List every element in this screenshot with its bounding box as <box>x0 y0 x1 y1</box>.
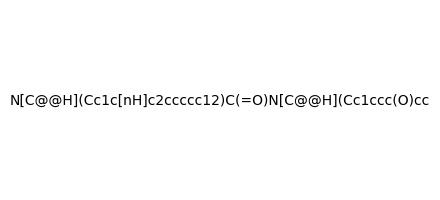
Text: N[C@@H](Cc1c[nH]c2ccccc12)C(=O)N[C@@H](Cc1ccc(O)cc: N[C@@H](Cc1c[nH]c2ccccc12)C(=O)N[C@@H](C… <box>10 93 430 107</box>
